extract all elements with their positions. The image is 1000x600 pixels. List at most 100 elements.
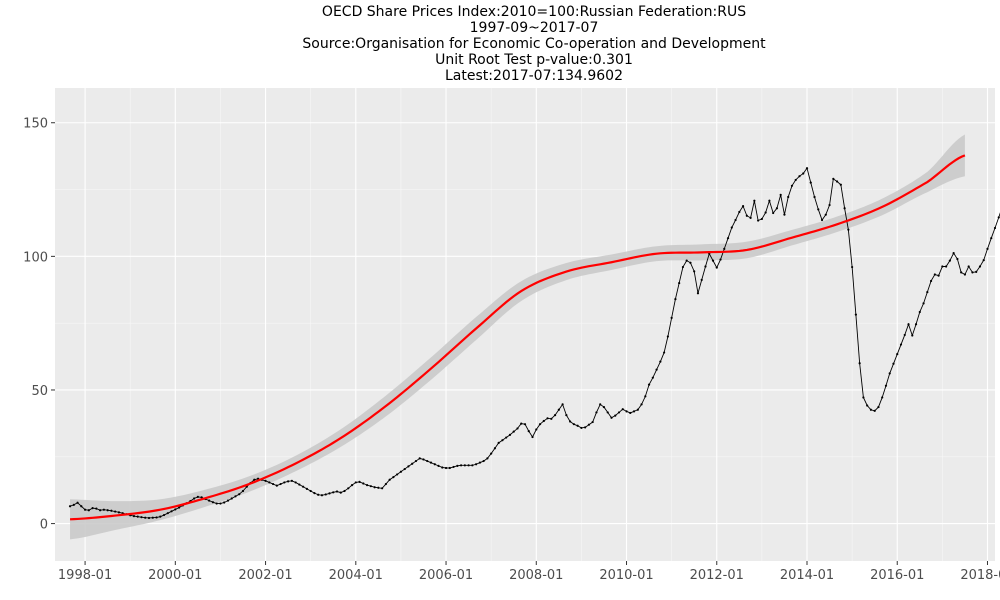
share-price-point [685, 259, 688, 262]
share-price-point [851, 265, 854, 269]
share-price-point [681, 265, 685, 269]
share-price-point [696, 292, 700, 295]
share-price-point [193, 497, 196, 500]
share-price-point [971, 271, 974, 274]
share-price-point [279, 482, 282, 486]
share-price-point [550, 417, 553, 420]
share-price-point [283, 481, 286, 484]
share-price-point [463, 464, 466, 467]
share-price-point [922, 302, 925, 305]
share-price-point [68, 505, 72, 508]
share-price-point [170, 510, 173, 513]
share-price-point [813, 195, 816, 199]
share-price-point [787, 195, 790, 199]
share-price-point [764, 211, 767, 214]
share-price-point [516, 427, 519, 430]
share-price-point [952, 252, 955, 255]
share-price-point [670, 316, 673, 319]
share-price-point [493, 447, 497, 450]
share-price-point [294, 481, 297, 484]
x-tick-label: 2008-01 [509, 568, 563, 583]
share-price-point [520, 422, 523, 425]
share-price-point [948, 259, 951, 262]
share-price-point [610, 416, 613, 419]
share-price-point [531, 435, 534, 439]
share-price-point [396, 473, 399, 476]
share-price-point [95, 507, 98, 510]
share-price-point [177, 506, 181, 509]
share-price-point [324, 493, 327, 496]
share-price-point [505, 436, 508, 439]
plot-panel [55, 88, 995, 561]
share-price-point [162, 513, 166, 517]
x-tick-label: 2012-01 [690, 568, 744, 583]
share-price-point [599, 403, 602, 406]
share-price-point [208, 499, 211, 502]
share-price-point [734, 218, 737, 222]
share-price-point [779, 193, 782, 196]
share-price-point [835, 180, 839, 183]
share-price-point [83, 508, 87, 511]
share-price-point [305, 487, 309, 490]
share-price-point [527, 430, 530, 433]
share-price-point [621, 408, 624, 411]
share-price-point [794, 178, 797, 182]
share-price-point [377, 486, 380, 489]
share-price-point [847, 228, 850, 231]
share-price-point [174, 508, 177, 511]
share-price-point [689, 261, 692, 264]
share-price-point [298, 483, 301, 486]
y-tick-label: 100 [23, 250, 48, 265]
share-price-point [72, 503, 75, 506]
share-price-point [332, 491, 335, 494]
share-price-point [741, 205, 745, 208]
share-price-point [253, 478, 256, 481]
share-price-point [843, 207, 846, 210]
share-price-point [745, 214, 748, 217]
share-price-point [587, 423, 591, 426]
share-price-point [783, 213, 786, 216]
share-price-point [824, 213, 827, 216]
x-tick-label: 2002-01 [238, 568, 292, 583]
share-price-point [166, 512, 169, 515]
chart-unit-root-test: Unit Root Test p-value:0.301 [435, 52, 633, 68]
share-price-point [553, 413, 557, 417]
share-price-point [403, 467, 406, 471]
share-price-point [719, 258, 722, 261]
share-price-point [414, 459, 418, 463]
share-price-point [287, 480, 290, 483]
share-price-point [941, 265, 944, 268]
share-price-point [678, 281, 681, 285]
share-price-point [896, 353, 899, 356]
share-price-point [873, 409, 876, 412]
share-price-point [339, 491, 342, 494]
share-price-point [561, 403, 564, 406]
share-price-point [475, 463, 478, 466]
share-price-point [967, 265, 970, 268]
share-price-point [858, 362, 861, 365]
share-price-point [347, 487, 350, 490]
share-price-point [456, 464, 459, 467]
share-price-point [147, 516, 151, 520]
share-price-point [926, 291, 929, 294]
share-price-point [102, 508, 105, 511]
share-price-point [497, 441, 500, 444]
share-price-point [546, 417, 549, 420]
share-price-point [343, 489, 346, 493]
share-price-point [482, 459, 485, 463]
share-price-point [114, 510, 117, 513]
share-price-point [768, 199, 771, 202]
share-price-point [136, 515, 139, 518]
share-price-point [241, 489, 245, 493]
y-tick-label: 50 [31, 384, 48, 399]
chart-title-block: OECD Share Prices Index:2010=100:Russian… [0, 4, 1000, 84]
share-price-point [929, 279, 933, 283]
share-price-point [230, 497, 233, 500]
share-price-point [91, 506, 94, 510]
smooth-layer [69, 154, 966, 521]
share-price-point [106, 509, 109, 512]
share-price-point [538, 423, 542, 426]
share-price-point [839, 183, 842, 186]
share-price-point [110, 509, 113, 512]
